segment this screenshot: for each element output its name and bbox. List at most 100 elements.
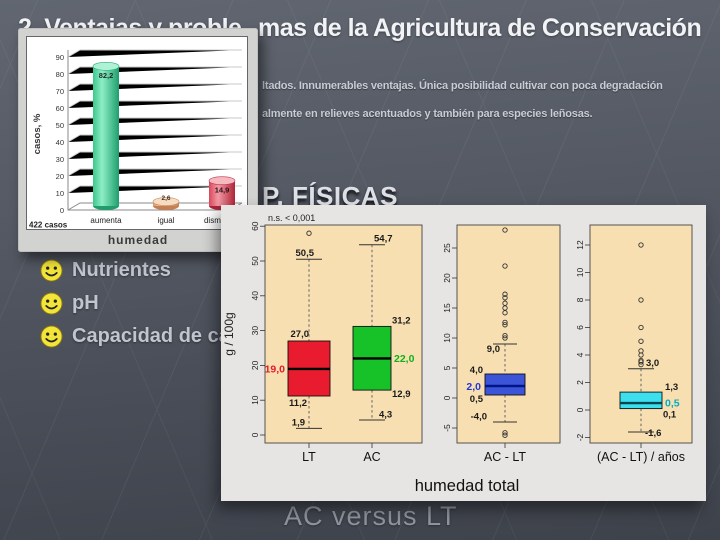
- svg-text:-1,6: -1,6: [645, 428, 661, 439]
- panel2-tick-labels: -5 0 5 10 15 20 25: [442, 243, 452, 432]
- panel2-tick-marks: [452, 247, 457, 429]
- bar-aumenta: 82,2: [92, 61, 120, 210]
- box-ac-minus-lt: 9,0 4,0 0,5 -4,0 2,0: [466, 227, 526, 438]
- x-axis-categories: LT AC AC - LT (AC - LT) / años: [302, 450, 685, 464]
- bullet-label: pH: [72, 292, 99, 314]
- svg-text:70: 70: [56, 87, 64, 96]
- smiley-icon: [40, 292, 63, 315]
- outlier-point: [306, 230, 312, 236]
- boxplot-image: n.s. < 0,001 0 10 20 30 40 50 60 g / 100…: [221, 205, 706, 501]
- svg-text:30: 30: [250, 326, 260, 336]
- bullet-label: Capacidad de cam: [72, 325, 248, 347]
- svg-text:30: 30: [56, 155, 64, 164]
- svg-text:4,0: 4,0: [470, 365, 483, 376]
- list-item: Nutrientes: [40, 254, 248, 287]
- y-axis-title: casos, %: [32, 113, 43, 154]
- sample-size-note: 422 casos: [29, 221, 68, 230]
- panel3-tick-labels: -2 0 2 4 6 8 10 12: [575, 240, 585, 441]
- svg-text:20: 20: [250, 360, 260, 370]
- box-ac: 54,7 31,2 12,9 4,3 22,0: [352, 234, 415, 421]
- median-label-cyan: 0,5: [665, 398, 680, 410]
- svg-text:0: 0: [442, 395, 452, 400]
- panel3-tick-marks: [585, 244, 590, 438]
- svg-text:20: 20: [442, 273, 452, 283]
- svg-text:AC: AC: [363, 450, 380, 464]
- box-lt: 50,5 27,0 11,2 1,9 19,0: [265, 230, 331, 429]
- svg-text:90: 90: [56, 53, 64, 62]
- svg-text:0: 0: [250, 432, 260, 437]
- svg-text:20: 20: [56, 172, 64, 181]
- svg-text:50: 50: [250, 256, 260, 266]
- subtitle-line-1: ltados. Innumerables ventajas. Única pos…: [262, 80, 663, 92]
- panel-lt-ac: [264, 224, 423, 444]
- boxplot-plot: n.s. < 0,001 0 10 20 30 40 50 60 g / 100…: [222, 213, 693, 495]
- bar-chart-x-label: humedad: [107, 233, 169, 247]
- svg-text:54,7: 54,7: [374, 234, 393, 245]
- svg-text:0,1: 0,1: [663, 410, 677, 421]
- svg-text:60: 60: [56, 104, 64, 113]
- svg-text:80: 80: [56, 70, 64, 79]
- svg-text:8: 8: [575, 297, 585, 302]
- svg-text:2: 2: [575, 380, 585, 385]
- bar-chart-plot: 0 10 20 30 40 50 60 70 80 90 casos, % 82…: [26, 36, 248, 230]
- svg-text:4: 4: [575, 352, 585, 357]
- svg-text:50: 50: [56, 121, 64, 130]
- svg-text:6: 6: [575, 325, 585, 330]
- svg-text:40: 40: [56, 138, 64, 147]
- svg-text:60: 60: [250, 221, 260, 231]
- bar-value-label: 2,6: [161, 195, 170, 202]
- svg-text:AC - LT: AC - LT: [484, 450, 526, 464]
- smiley-icon: [40, 259, 63, 282]
- panel1-tick-labels: 0 10 20 30 40 50 60: [250, 221, 260, 437]
- bullet-list: Nutrientes pH Capacidad de cam: [40, 254, 248, 353]
- svg-text:10: 10: [442, 333, 452, 343]
- svg-text:-5: -5: [442, 424, 452, 432]
- subtitle-line-2: almente en relieves acentuados y también…: [262, 108, 593, 120]
- y-axis-ticks: 0 10 20 30 40 50 60 70 80 90: [56, 53, 64, 215]
- bar-chart-image: 0 10 20 30 40 50 60 70 80 90 casos, % 82…: [18, 28, 258, 252]
- outlier-points: [638, 242, 644, 368]
- svg-text:0: 0: [575, 407, 585, 412]
- bar-value-label: 82,2: [99, 71, 114, 80]
- svg-text:10: 10: [250, 395, 260, 405]
- bar-value-label: 14,9: [215, 186, 230, 195]
- svg-text:(AC - LT) / años: (AC - LT) / años: [597, 450, 685, 464]
- x-tick-marks: [308, 443, 642, 448]
- svg-text:10: 10: [575, 268, 585, 278]
- outlier-points: [502, 227, 508, 438]
- svg-text:31,2: 31,2: [392, 316, 411, 327]
- svg-text:0,5: 0,5: [470, 394, 484, 405]
- bar-igual: 2,6: [152, 195, 180, 210]
- panel1-y-axis-title: g / 100g: [222, 312, 236, 355]
- svg-text:25: 25: [442, 243, 452, 253]
- smiley-icon: [40, 325, 63, 348]
- svg-text:igual: igual: [158, 216, 175, 225]
- list-item: Capacidad de cam: [40, 320, 248, 353]
- svg-text:1,3: 1,3: [665, 382, 678, 393]
- svg-text:-4,0: -4,0: [471, 412, 487, 423]
- svg-text:aumenta: aumenta: [90, 216, 122, 225]
- bar-disminuye: 14,9: [208, 176, 236, 210]
- bullet-label: Nutrientes: [72, 259, 171, 281]
- panel-ac-minus-lt: [456, 224, 561, 444]
- svg-text:50,5: 50,5: [296, 248, 315, 259]
- list-item: pH: [40, 287, 248, 320]
- footer-caption: AC versus LT: [284, 501, 458, 531]
- svg-text:12,9: 12,9: [392, 389, 411, 400]
- svg-text:-2: -2: [575, 433, 585, 441]
- svg-text:10: 10: [56, 189, 64, 198]
- box-per-year: 3,0 1,3 0,1 -1,6 0,5: [619, 242, 680, 439]
- boxplot-x-axis-title: humedad total: [415, 477, 520, 495]
- svg-text:11,2: 11,2: [289, 398, 307, 409]
- svg-text:40: 40: [250, 291, 260, 301]
- median-label-blue: 2,0: [466, 381, 481, 393]
- svg-text:15: 15: [442, 303, 452, 313]
- panel1-tick-marks: [260, 225, 265, 436]
- svg-text:4,3: 4,3: [379, 410, 392, 421]
- significance-annotation: n.s. < 0,001: [268, 213, 315, 223]
- median-label-lt: 19,0: [265, 364, 286, 376]
- svg-text:1,9: 1,9: [292, 418, 305, 429]
- x-axis-categories: aumenta igual disminuye: [90, 216, 240, 225]
- slide-title-visible-part: mas de la Agricultura de Conservación: [258, 14, 702, 42]
